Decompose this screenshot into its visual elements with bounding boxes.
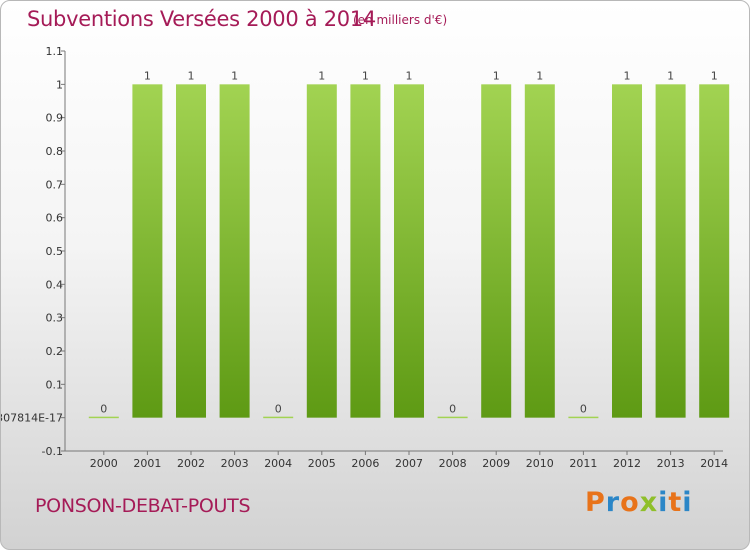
logo-letter: x	[639, 487, 659, 518]
bar-value-label: 1	[318, 69, 325, 82]
bar	[437, 416, 468, 419]
y-tick-label: -0.1	[42, 445, 63, 458]
y-tick-label: 307814E-17	[1, 412, 63, 425]
bar-value-label: 1	[667, 69, 674, 82]
bar-value-label: 1	[493, 69, 500, 82]
x-tick-label: 2013	[657, 457, 685, 470]
bar-value-label: 0	[275, 403, 282, 416]
y-tick-label: 0.8	[46, 145, 64, 158]
bar	[132, 84, 163, 418]
y-tick-label: 0.1	[46, 378, 64, 391]
bar-value-label: 1	[231, 69, 238, 82]
bar	[655, 84, 686, 418]
logo-letter: P	[585, 487, 606, 518]
bar-value-label: 0	[449, 403, 456, 416]
bar	[219, 84, 250, 418]
y-tick-label: 0.5	[46, 245, 64, 258]
bar-value-label: 1	[362, 69, 369, 82]
bar	[568, 416, 599, 419]
bar-value-label: 1	[624, 69, 631, 82]
logo-letter: o	[620, 487, 640, 518]
bar-value-label: 0	[580, 403, 587, 416]
y-tick-label: 1.1	[46, 45, 64, 58]
x-tick-label: 2002	[177, 457, 205, 470]
bar	[699, 84, 730, 418]
x-tick-label: 2003	[221, 457, 249, 470]
logo-letter: r	[605, 487, 621, 518]
bar	[481, 84, 512, 418]
commune-name: PONSON-DEBAT-POUTS	[35, 495, 251, 517]
x-tick-label: 2014	[700, 457, 728, 470]
x-tick-label: 2006	[351, 457, 379, 470]
bar	[88, 416, 119, 419]
logo-letter: t	[668, 487, 683, 518]
bar	[263, 416, 294, 419]
y-tick-label: 0.6	[46, 212, 64, 225]
chart-unit-note: (en milliers d'€)	[353, 13, 448, 27]
bar	[612, 84, 642, 418]
logo-letter: i	[682, 487, 693, 518]
x-tick-label: 2004	[264, 457, 292, 470]
chart-title: Subventions Versées 2000 à 2014	[27, 7, 376, 31]
y-tick-label: 0.9	[46, 112, 64, 125]
proxiti-logo[interactable]: Proxiti	[585, 487, 693, 521]
x-tick-label: 2010	[526, 457, 554, 470]
x-tick-label: 2011	[569, 457, 597, 470]
y-tick-label: 0.2	[46, 345, 64, 358]
x-tick-label: 2012	[613, 457, 641, 470]
bar	[176, 84, 206, 418]
bar	[394, 84, 424, 418]
bar-value-label: 0	[100, 403, 107, 416]
y-tick-label: 0.7	[46, 178, 64, 191]
y-tick-label: 1	[56, 78, 63, 91]
bar	[524, 84, 555, 418]
bar	[306, 84, 337, 418]
bar-value-label: 1	[144, 69, 151, 82]
x-tick-label: 2005	[308, 457, 336, 470]
y-tick-label: 0.4	[46, 278, 64, 291]
logo-letter: i	[658, 487, 669, 518]
x-tick-label: 2007	[395, 457, 423, 470]
x-tick-label: 2008	[439, 457, 467, 470]
bar-value-label: 1	[406, 69, 413, 82]
bar-value-label: 1	[536, 69, 543, 82]
x-tick-label: 2001	[133, 457, 161, 470]
bar-value-label: 1	[711, 69, 718, 82]
y-tick-label: 0.3	[46, 312, 64, 325]
bar	[350, 84, 381, 418]
x-tick-label: 2000	[90, 457, 118, 470]
bar-value-label: 1	[188, 69, 195, 82]
x-tick-label: 2009	[482, 457, 510, 470]
